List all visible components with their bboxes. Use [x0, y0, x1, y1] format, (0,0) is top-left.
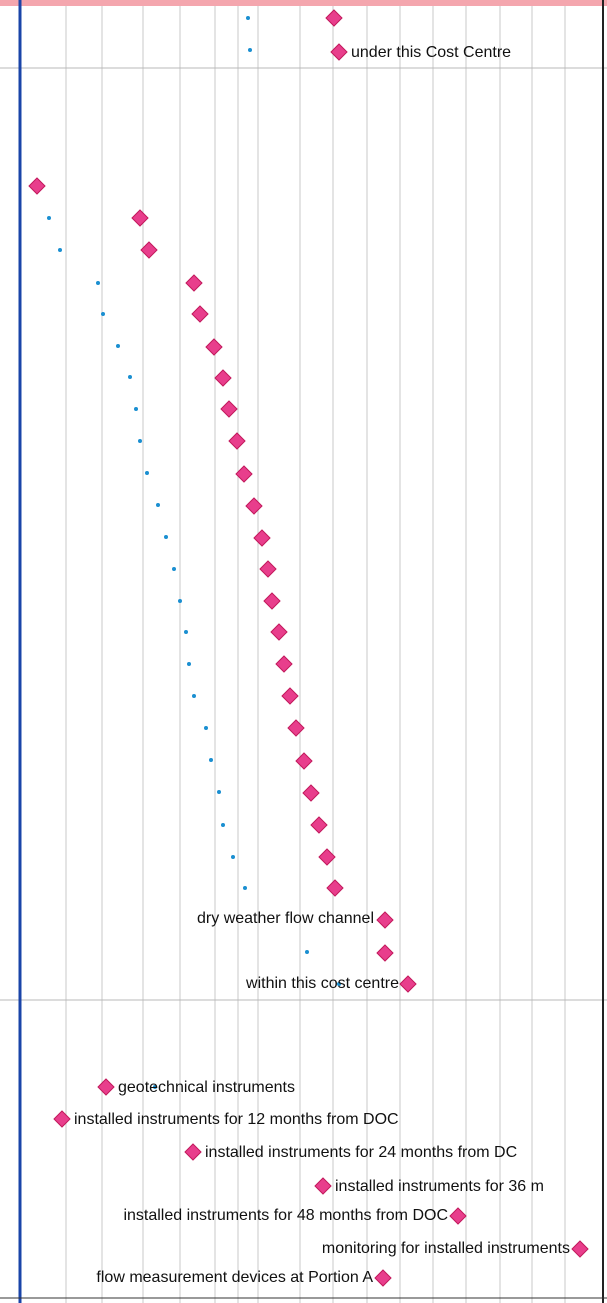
milestone-diamond[interactable]: [205, 338, 223, 356]
link-dot: [305, 950, 309, 954]
milestone-label: installed instruments for 36 m: [335, 1178, 544, 1195]
link-dot: [178, 599, 182, 603]
milestone-diamond[interactable]: [235, 465, 253, 483]
link-dot: [101, 312, 105, 316]
link-dot: [128, 375, 132, 379]
link-dot: [47, 216, 51, 220]
milestone-diamond[interactable]: [571, 1240, 589, 1258]
link-dot: [337, 982, 341, 986]
milestone-diamond[interactable]: [184, 1143, 202, 1161]
milestone-diamond[interactable]: [253, 529, 271, 547]
milestone-diamond[interactable]: [97, 1078, 115, 1096]
link-dot: [138, 439, 142, 443]
milestone-diamond[interactable]: [376, 944, 394, 962]
milestone-diamond[interactable]: [185, 274, 203, 292]
milestone-label: installed instruments for 48 months from…: [123, 1207, 448, 1224]
link-dot: [153, 1085, 157, 1089]
milestone-diamond[interactable]: [191, 305, 209, 323]
milestone-diamond[interactable]: [214, 369, 232, 387]
link-dot: [204, 726, 208, 730]
link-dot: [217, 790, 221, 794]
milestone-diamond[interactable]: [220, 400, 238, 418]
milestone-label: dry weather flow channel: [197, 910, 374, 927]
link-dot: [243, 886, 247, 890]
milestone-label: geotechnical instruments: [118, 1079, 295, 1096]
link-dot: [164, 535, 168, 539]
milestone-diamond[interactable]: [53, 1110, 71, 1128]
link-dot: [116, 344, 120, 348]
milestone-diamond[interactable]: [318, 848, 336, 866]
milestone-diamond[interactable]: [245, 497, 263, 515]
milestone-diamond[interactable]: [330, 43, 348, 61]
milestone-diamond[interactable]: [275, 655, 293, 673]
milestone-diamond[interactable]: [259, 560, 277, 578]
milestone-label: installed instruments for 24 months from…: [205, 1144, 518, 1161]
link-dot: [192, 694, 196, 698]
milestone-diamond[interactable]: [281, 687, 299, 705]
link-dot: [221, 823, 225, 827]
milestone-diamond[interactable]: [295, 752, 313, 770]
milestone-diamond[interactable]: [326, 879, 344, 897]
milestone-diamond[interactable]: [302, 784, 320, 802]
milestone-diamond[interactable]: [399, 975, 417, 993]
milestone-diamond[interactable]: [131, 209, 149, 227]
milestone-label: flow measurement devices at Portion A: [96, 1269, 373, 1286]
link-dot: [248, 48, 252, 52]
milestone-label: within this cost centre: [246, 975, 399, 992]
milestone-diamond[interactable]: [140, 241, 158, 259]
milestone-label: monitoring for installed instruments: [321, 1240, 570, 1257]
link-dot: [184, 630, 188, 634]
link-dot: [58, 248, 62, 252]
milestone-diamond[interactable]: [310, 816, 328, 834]
link-dot: [145, 471, 149, 475]
milestone-diamond[interactable]: [228, 432, 246, 450]
milestone-diamond[interactable]: [263, 592, 281, 610]
top-band: [0, 0, 607, 6]
milestone-diamond[interactable]: [287, 719, 305, 737]
milestone-diamond[interactable]: [314, 1177, 332, 1195]
link-dot: [156, 503, 160, 507]
milestone-diamond[interactable]: [374, 1269, 392, 1287]
milestone-diamond[interactable]: [449, 1207, 467, 1225]
milestone-label: under this Cost Centre: [351, 44, 512, 61]
link-dot: [209, 758, 213, 762]
milestone-diamond[interactable]: [325, 9, 343, 27]
link-dot: [96, 281, 100, 285]
milestone-diamond[interactable]: [270, 623, 288, 641]
milestone-label: installed instruments for 12 months from…: [74, 1111, 399, 1128]
link-dot: [172, 567, 176, 571]
link-dot: [187, 662, 191, 666]
link-dot: [134, 407, 138, 411]
milestone-diamond[interactable]: [28, 177, 46, 195]
link-dot: [231, 855, 235, 859]
milestone-diamond[interactable]: [376, 911, 394, 929]
link-dot: [246, 16, 250, 20]
